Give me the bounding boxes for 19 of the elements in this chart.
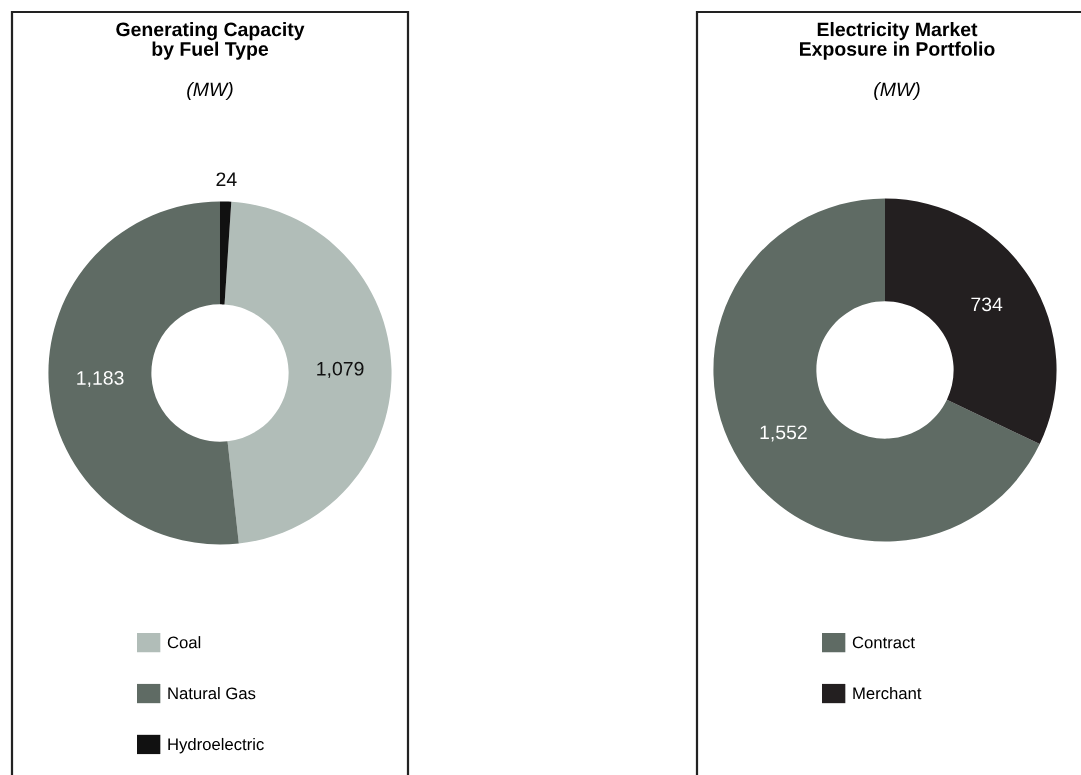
chart-subtitle: (MW) [187, 82, 233, 101]
legend-label: Hydroelectric [168, 737, 264, 754]
data-label: 1,079 [317, 361, 364, 378]
donut-slice [885, 198, 1057, 445]
donut-slice [220, 201, 232, 305]
legend-label: Coal [167, 636, 201, 649]
donut-slice [224, 201, 392, 544]
chart-title: Electricity Market Exposure in Portfolio [800, 22, 995, 60]
data-label: 1,552 [760, 425, 807, 442]
data-label: 24 [216, 172, 237, 186]
donut-slice [48, 201, 239, 545]
donut-slice [713, 198, 1040, 542]
data-label: 1,183 [77, 371, 124, 388]
legend-label: Merchant [853, 687, 922, 700]
legend-label: Natural Gas [168, 687, 256, 700]
legend-label: Contract [852, 636, 915, 649]
chart-title: Generating Capacity by Fuel Type [116, 22, 305, 60]
chart-subtitle: (MW) [874, 82, 920, 101]
data-label: 734 [971, 297, 1003, 312]
